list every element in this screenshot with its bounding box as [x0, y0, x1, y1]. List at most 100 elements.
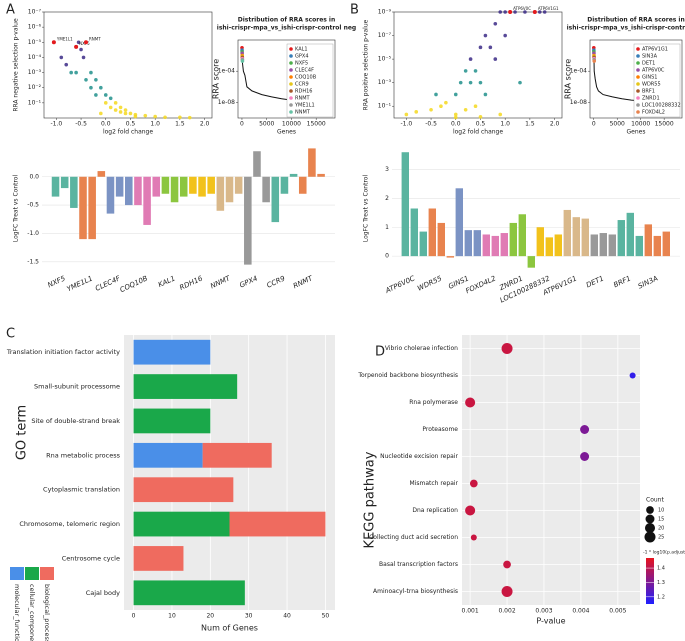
plot-background	[462, 335, 640, 605]
legend-swatch	[40, 567, 54, 580]
point	[94, 93, 98, 97]
legend-label: CLEC4F	[295, 68, 314, 74]
y-tick-label: 10⁻⁴	[28, 54, 42, 61]
x-tick-label: 20	[206, 613, 214, 620]
bar	[500, 233, 508, 257]
point	[444, 100, 448, 105]
legend-label: cellular_component	[28, 584, 36, 641]
x-tick-label: 5000	[610, 121, 625, 128]
x-tick-label: -1.0	[400, 121, 412, 128]
y-tick-label: 10⁻⁹	[378, 9, 392, 16]
dot	[465, 505, 476, 516]
bar-segment	[133, 477, 234, 503]
legend-swatch	[289, 103, 293, 107]
x-axis-label: Genes	[627, 129, 646, 136]
bar	[60, 176, 69, 189]
bar	[473, 230, 481, 257]
x-axis-label: Genes	[277, 129, 296, 136]
y-tick-label: Dna replication	[412, 507, 458, 514]
plot-frame	[393, 11, 563, 119]
legend-label: FOXD4L2	[642, 110, 665, 116]
legend-label: LOC100288332	[642, 103, 681, 109]
bar	[590, 234, 598, 257]
bar	[161, 176, 170, 194]
plot-frame	[43, 11, 213, 119]
colorbar	[646, 558, 654, 604]
bar	[401, 152, 409, 257]
bar	[152, 176, 161, 197]
legend-label: molecular_function	[13, 584, 21, 641]
bar	[581, 218, 589, 257]
point	[483, 33, 488, 38]
bar	[617, 220, 625, 257]
legend-label: 20	[658, 526, 664, 532]
y-tick-label: 1	[385, 224, 389, 231]
colorbar-label: 1.4	[657, 566, 665, 572]
point	[133, 114, 138, 119]
legend-swatch	[636, 96, 640, 100]
legend-swatch	[636, 54, 640, 58]
chart-title: Distribution of RRA scores in	[587, 17, 685, 24]
point	[94, 77, 98, 82]
point	[128, 111, 133, 116]
chart-title: ishi-crispr-mpa_vs_ishi-crispr-control n…	[217, 25, 356, 32]
legend-label: 10	[658, 508, 664, 514]
bar	[189, 176, 197, 194]
bar	[244, 176, 252, 265]
x-tick-label: CLEC4F	[94, 274, 122, 293]
y-tick-label: Chromosome, telomeric region	[19, 520, 120, 528]
bar	[653, 235, 661, 257]
y-tick-label: Cytoplasmic translation	[43, 486, 120, 494]
point	[453, 112, 458, 117]
point	[473, 104, 478, 109]
point	[439, 104, 443, 109]
panel-label: B	[350, 3, 359, 18]
bar	[225, 176, 234, 203]
x-tick-label: 0.0	[451, 121, 461, 128]
bar	[134, 176, 142, 206]
bar-segment	[133, 442, 203, 468]
point	[493, 21, 498, 26]
x-tick-label: YME1L1	[66, 274, 94, 293]
legend-label: GPX4	[295, 54, 309, 60]
point	[103, 93, 108, 97]
bar	[545, 237, 553, 257]
plot-frame	[589, 39, 683, 119]
point	[113, 101, 118, 105]
legend-swatch	[636, 103, 640, 107]
legend-swatch	[636, 75, 640, 79]
y-tick-label: Small-subunit processome	[34, 383, 120, 391]
y-tick-label: 10⁻³	[28, 69, 42, 76]
dot	[580, 452, 590, 461]
point	[76, 40, 81, 45]
point	[59, 55, 64, 60]
x-tick-label: 5000	[259, 121, 274, 128]
highlight-point	[508, 10, 513, 14]
x-tick-label: 0	[132, 613, 136, 620]
x-tick-label: 0.001	[462, 608, 479, 615]
point	[468, 57, 473, 61]
x-tick-label: 2.0	[550, 121, 560, 128]
panel-label: A	[6, 3, 15, 18]
bar	[271, 176, 280, 223]
bar	[509, 222, 517, 257]
legend-label: CCR9	[295, 82, 309, 88]
bar	[482, 234, 490, 257]
legend-label: biological_process	[43, 584, 51, 641]
y-tick-label: Cajal body	[86, 589, 120, 597]
legend-swatch	[289, 110, 293, 114]
x-tick-label: 0.5	[126, 121, 136, 128]
legend-label: ATP6V1G1	[642, 47, 668, 53]
legend-swatch	[289, 68, 293, 72]
bar	[289, 173, 298, 177]
legend-label: SIN3A	[642, 54, 658, 60]
x-tick-label: NXF5	[46, 274, 67, 289]
annotation: YME1L1	[56, 36, 73, 41]
point	[99, 111, 103, 116]
point	[123, 108, 128, 112]
x-tick-label: 10000	[282, 121, 301, 128]
bar	[170, 176, 179, 203]
dot	[580, 425, 590, 434]
y-axis-label: RRA negative selection p-value	[13, 18, 20, 112]
bar	[626, 212, 634, 257]
